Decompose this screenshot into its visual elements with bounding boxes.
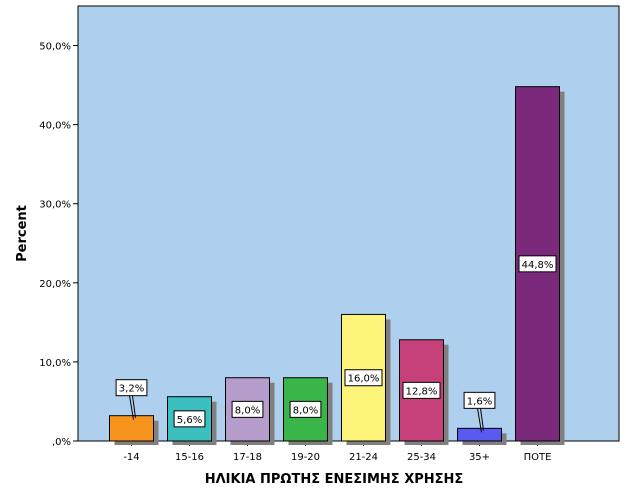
x-tick-label: 21-24 — [349, 452, 378, 463]
bars — [109, 86, 565, 445]
data-label: 12,8% — [406, 386, 438, 397]
y-tick-label: 20,0% — [39, 279, 71, 290]
data-label: 5,6% — [177, 415, 202, 426]
x-axis: -14 15-16 17-18 19-20 21-24 25-34 35+ ΠΟΤΕ — [123, 441, 551, 463]
bar-6 — [457, 427, 502, 442]
data-label-box — [115, 379, 148, 397]
data-label: 8,0% — [235, 405, 260, 416]
y-tick-label: 50,0% — [39, 42, 71, 53]
data-label-box — [231, 400, 264, 418]
data-label: 3,2% — [119, 384, 144, 395]
y-tick-label: 10,0% — [39, 358, 71, 369]
y-tick-label: 30,0% — [39, 200, 71, 211]
data-label-box — [173, 410, 206, 428]
data-label-box — [289, 400, 322, 418]
y-tick-label: ,0% — [52, 437, 71, 448]
x-tick-label: 19-20 — [291, 452, 320, 463]
label-leader — [129, 395, 134, 420]
x-tick-label: -14 — [123, 452, 139, 463]
y-axis-title: Percent — [15, 205, 30, 262]
data-label: 44,8% — [522, 260, 554, 271]
x-tick-label: 17-18 — [233, 452, 262, 463]
bar-0 — [109, 415, 154, 442]
x-tick-label: 25-34 — [407, 452, 436, 463]
x-axis-title: ΗΛΙΚΙΑ ΠΡΩΤΗΣ ΕΝΕΣΙΜΗΣ ΧΡΗΣΗΣ — [205, 472, 464, 487]
data-label-box — [518, 255, 557, 273]
data-label-box — [463, 391, 496, 409]
data-label-box — [402, 381, 441, 399]
y-axis: ,0% 10,0% 20,0% 30,0% 40,0% 50,0% — [39, 42, 78, 448]
data-label: 16,0% — [348, 374, 380, 385]
label-leader — [480, 408, 484, 431]
data-label: 1,6% — [467, 396, 492, 407]
data-label: 8,0% — [293, 405, 318, 416]
label-leader — [477, 408, 482, 433]
label-leader — [132, 395, 136, 418]
x-tick-label: ΠΟΤΕ — [524, 452, 552, 463]
y-tick-label: 40,0% — [39, 121, 71, 132]
data-label-box — [344, 369, 383, 387]
x-tick-label: 35+ — [469, 452, 490, 463]
data-labels: 3,2% 5,6% 8,0% 8,0% 16,0% 12,8% 1,6% 44,8% — [115, 255, 557, 433]
x-tick-label: 15-16 — [175, 452, 204, 463]
